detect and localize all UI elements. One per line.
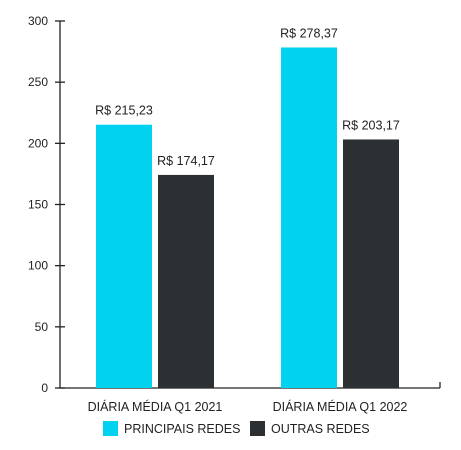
bar-principais-redes (281, 47, 337, 389)
legend-swatch-principais-redes (103, 421, 118, 436)
x-category-label: DIÁRIA MÉDIA Q1 2022 (273, 399, 408, 414)
y-tick-label: 100 (28, 259, 48, 273)
y-tick-label: 50 (35, 320, 49, 334)
y-tick-label: 150 (28, 198, 48, 212)
bar-outras-redes (343, 139, 399, 388)
y-tick-label: 200 (28, 136, 48, 150)
y-tick-label: 0 (41, 381, 48, 395)
legend-swatch-outras-redes (250, 421, 265, 436)
y-tick-label: 250 (28, 75, 48, 89)
y-tick-label: 300 (28, 14, 48, 28)
bar-value-label: R$ 278,37 (280, 26, 338, 40)
chart-legend: PRINCIPAIS REDES OUTRAS REDES (103, 421, 370, 436)
legend-label: OUTRAS REDES (271, 422, 370, 436)
bar-principais-redes (96, 124, 152, 388)
x-category-label: DIÁRIA MÉDIA Q1 2021 (88, 399, 223, 414)
bar-outras-redes (158, 174, 214, 388)
bar-value-label: R$ 215,23 (95, 104, 153, 118)
bar-value-label: R$ 203,17 (342, 118, 400, 132)
chart-labels: R$ 215,23 R$ 174,17 DIÁRIA MÉDIA Q1 2021 R$… (88, 26, 408, 414)
chart-bars (96, 47, 399, 389)
legend-label: PRINCIPAIS REDES (124, 422, 240, 436)
bar-value-label: R$ 174,17 (157, 154, 215, 168)
